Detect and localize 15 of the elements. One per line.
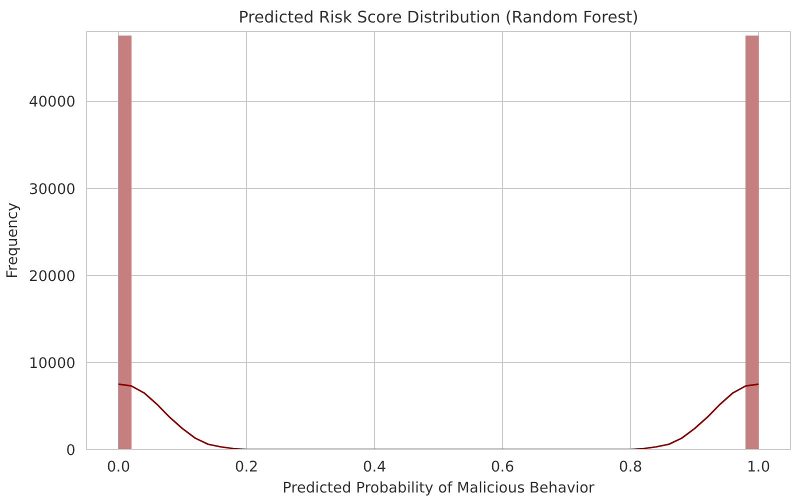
y-axis-title: Frequency — [4, 202, 21, 278]
chart-title: Predicted Risk Score Distribution (Random Forest) — [238, 8, 638, 26]
y-tick-label: 20000 — [28, 268, 76, 285]
x-tick-label: 0.2 — [234, 458, 258, 476]
x-tick-label: 0.4 — [362, 458, 386, 476]
y-tick-label: 0 — [66, 442, 76, 459]
x-axis-title: Predicted Probability of Malicious Behavior — [282, 480, 596, 496]
x-tick-label: 1.0 — [746, 458, 770, 476]
y-tick-label: 10000 — [28, 354, 76, 372]
x-tick-label: 0.6 — [490, 458, 514, 476]
line-series — [118, 383, 760, 450]
x-tick-label: 0.8 — [618, 458, 642, 476]
x-tick-label: 0.0 — [106, 458, 130, 476]
y-tick-label: 30000 — [28, 180, 76, 198]
y-tick-label: 40000 — [28, 94, 76, 111]
